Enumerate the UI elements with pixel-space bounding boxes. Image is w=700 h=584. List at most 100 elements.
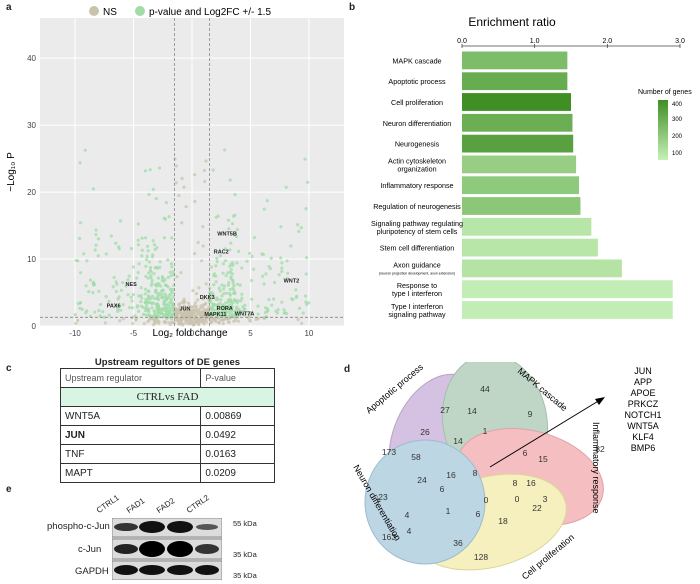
venn-count: 4 — [407, 526, 412, 536]
volcano-point — [209, 290, 213, 295]
volcano-point — [224, 291, 229, 295]
volcano-point — [229, 268, 233, 272]
volcano-point — [135, 276, 139, 280]
table-row: MAPT 0.0209 — [59, 463, 275, 483]
enrichment-bar — [462, 197, 581, 215]
x-tick-label: 0 — [190, 329, 195, 338]
volcano-point — [94, 232, 98, 237]
volcano-point — [85, 259, 89, 263]
volcano-point — [276, 307, 280, 312]
volcano-point — [171, 312, 175, 316]
volcano-point — [207, 315, 212, 320]
volcano-point — [225, 305, 230, 309]
venn-gene: BMP6 — [631, 443, 656, 453]
volcano-point — [147, 313, 151, 318]
volcano-point — [240, 292, 244, 296]
kda-35-a: 35 kDa — [233, 550, 257, 559]
blot-label-phospho: phospho-c-Jun — [47, 521, 110, 532]
enrichment-category-label: Inflammatory response — [380, 181, 453, 190]
volcano-point — [218, 289, 222, 293]
volcano-point — [297, 229, 301, 233]
volcano-point — [164, 294, 168, 298]
table-row: WNT5A 0.00869 — [59, 406, 275, 426]
volcano-point — [261, 274, 265, 278]
x-tick-label: -5 — [130, 329, 138, 338]
volcano-point — [277, 273, 281, 277]
enrichment-category-label: Response to — [397, 281, 437, 290]
volcano-point — [182, 310, 186, 315]
volcano-point — [214, 280, 218, 284]
volcano-point — [121, 280, 125, 285]
table-row: JUN 0.0492 — [59, 425, 275, 445]
volcano-point — [285, 259, 289, 263]
volcano-point — [107, 299, 111, 303]
venn-count: 3 — [543, 494, 548, 504]
venn-neuron — [364, 439, 486, 565]
volcano-point — [262, 207, 266, 211]
legend-ns-swatch — [89, 6, 99, 16]
lane-fad2: FAD2 — [154, 496, 177, 515]
volcano-point — [191, 289, 195, 293]
volcano-point — [131, 293, 135, 297]
volcano-point — [160, 295, 164, 299]
volcano-point — [171, 295, 175, 299]
enrichment-category-label: Axon guidance — [393, 260, 441, 269]
volcano-point — [119, 288, 124, 292]
volcano-point — [98, 302, 103, 307]
volcano-point — [146, 298, 150, 302]
volcano-point — [238, 283, 242, 287]
venn-count: 1 — [483, 426, 488, 436]
volcano-point — [87, 289, 91, 294]
volcano-point — [93, 248, 97, 252]
volcano-point — [78, 161, 82, 165]
panel-c-letter: c — [6, 363, 12, 374]
volcano-point — [78, 301, 83, 305]
volcano-point — [221, 321, 225, 326]
volcano-point — [242, 313, 247, 317]
volcano-point — [174, 164, 178, 168]
enrichment-category-label: type I interferon — [392, 289, 442, 298]
volcano-point — [127, 274, 131, 278]
volcano-point — [280, 300, 284, 304]
volcano-point — [157, 282, 161, 286]
volcano-point — [156, 310, 161, 314]
volcano-point — [252, 235, 257, 240]
gene-label: RORA — [217, 306, 233, 312]
volcano-point — [184, 205, 188, 209]
volcano-point — [158, 260, 162, 264]
enrichment-category-label: Regulation of neurogenesis — [373, 202, 461, 211]
volcano-point — [171, 320, 175, 325]
volcano-point — [186, 301, 191, 305]
volcano-point — [78, 306, 82, 310]
volcano-point — [211, 295, 215, 299]
enrichment-category-label: Neurogenesis — [395, 140, 440, 149]
volcano-point — [165, 306, 169, 310]
volcano-point — [141, 312, 145, 316]
volcano-point — [137, 309, 141, 313]
volcano-point — [228, 293, 233, 297]
volcano-point — [85, 309, 89, 313]
volcano-point — [136, 222, 140, 226]
volcano-point — [201, 297, 205, 301]
volcano-point — [80, 307, 84, 311]
volcano-point — [248, 319, 252, 323]
enrichment-tick-label: 3.0 — [675, 38, 685, 45]
volcano-point — [115, 282, 119, 286]
enrichment-category-label: (neuron projection development, axon ext… — [379, 271, 455, 275]
volcano-point — [101, 310, 105, 314]
volcano-point — [182, 185, 186, 189]
panel-a-letter: a — [6, 2, 12, 13]
volcano-point — [147, 192, 151, 197]
gene-label: JUN — [179, 307, 190, 313]
volcano-point — [231, 286, 235, 290]
volcano-point — [192, 310, 197, 314]
volcano-point — [83, 148, 87, 152]
y-tick-label: 0 — [32, 322, 37, 331]
volcano-point — [148, 168, 152, 172]
volcano-point — [227, 227, 231, 231]
volcano-point — [134, 317, 138, 321]
volcano-point — [131, 321, 135, 326]
gene-label: MAPK11 — [204, 312, 226, 318]
volcano-point — [299, 226, 303, 230]
volcano-point — [212, 272, 216, 276]
